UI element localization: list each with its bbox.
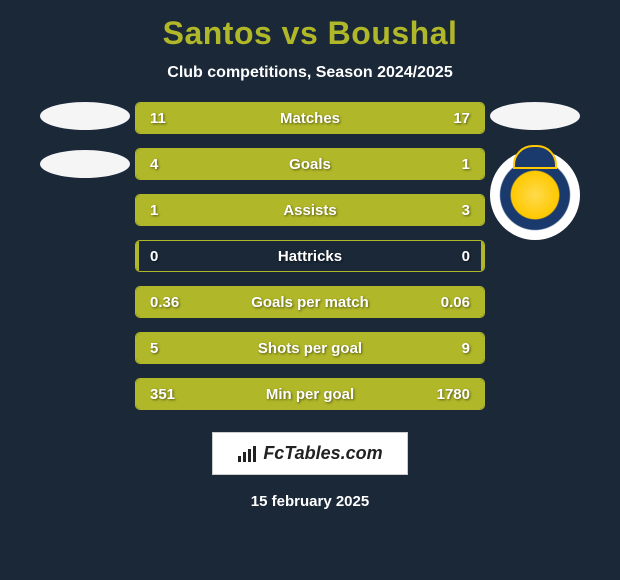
bar-fill-left	[136, 241, 139, 271]
date-text: 15 february 2025	[251, 493, 369, 510]
stat-bar: 0.36 Goals per match 0.06	[135, 286, 485, 318]
stat-left-value: 351	[150, 386, 175, 403]
stat-label: Goals per match	[251, 294, 369, 311]
stat-label: Goals	[289, 156, 331, 173]
stat-right-value: 0	[462, 248, 470, 265]
right-player-column	[485, 102, 585, 240]
comparison-container: Santos vs Boushal Club competitions, Sea…	[0, 0, 620, 580]
stat-label: Assists	[283, 202, 336, 219]
stat-right-value: 9	[462, 340, 470, 357]
chart-icon	[237, 446, 257, 462]
stat-left-value: 1	[150, 202, 158, 219]
bar-fill-right	[481, 241, 484, 271]
comparison-area: 11Matches174Goals11Assists30Hattricks00.…	[0, 102, 620, 410]
stat-left-value: 4	[150, 156, 158, 173]
stat-bar: 0 Hattricks 0	[135, 240, 485, 272]
player-badge-right-1	[490, 102, 580, 130]
stat-left-value: 0	[150, 248, 158, 265]
stat-bar: 5 Shots per goal 9	[135, 332, 485, 364]
brand-text: FcTables.com	[263, 443, 382, 464]
stat-right-value: 3	[462, 202, 470, 219]
stat-right-value: 17	[453, 110, 470, 127]
club-logo-right	[490, 150, 580, 240]
stat-right-value: 1	[462, 156, 470, 173]
stat-left-value: 0.36	[150, 294, 179, 311]
stat-right-value: 1780	[437, 386, 470, 403]
left-player-column	[35, 102, 135, 178]
bar-fill-right	[223, 195, 484, 225]
stat-bar: 351 Min per goal 1780	[135, 378, 485, 410]
stat-bar: 1 Assists 3	[135, 194, 485, 226]
page-title: Santos vs Boushal	[163, 15, 458, 52]
brand-box[interactable]: FcTables.com	[212, 432, 407, 475]
stat-bars: 11Matches174Goals11Assists30Hattricks00.…	[135, 102, 485, 410]
player-badge-left-1	[40, 102, 130, 130]
stat-label: Hattricks	[278, 248, 342, 265]
bar-fill-right	[414, 149, 484, 179]
stat-label: Min per goal	[266, 386, 354, 403]
bar-fill-left	[136, 149, 414, 179]
stat-left-value: 5	[150, 340, 158, 357]
player-badge-left-2	[40, 150, 130, 178]
stat-bar: 11 Matches 17	[135, 102, 485, 134]
subtitle: Club competitions, Season 2024/2025	[167, 64, 452, 82]
stat-label: Matches	[280, 110, 340, 127]
stat-left-value: 11	[150, 110, 166, 127]
stat-right-value: 0.06	[441, 294, 470, 311]
stat-label: Shots per goal	[258, 340, 362, 357]
stat-bar: 4 Goals 1	[135, 148, 485, 180]
